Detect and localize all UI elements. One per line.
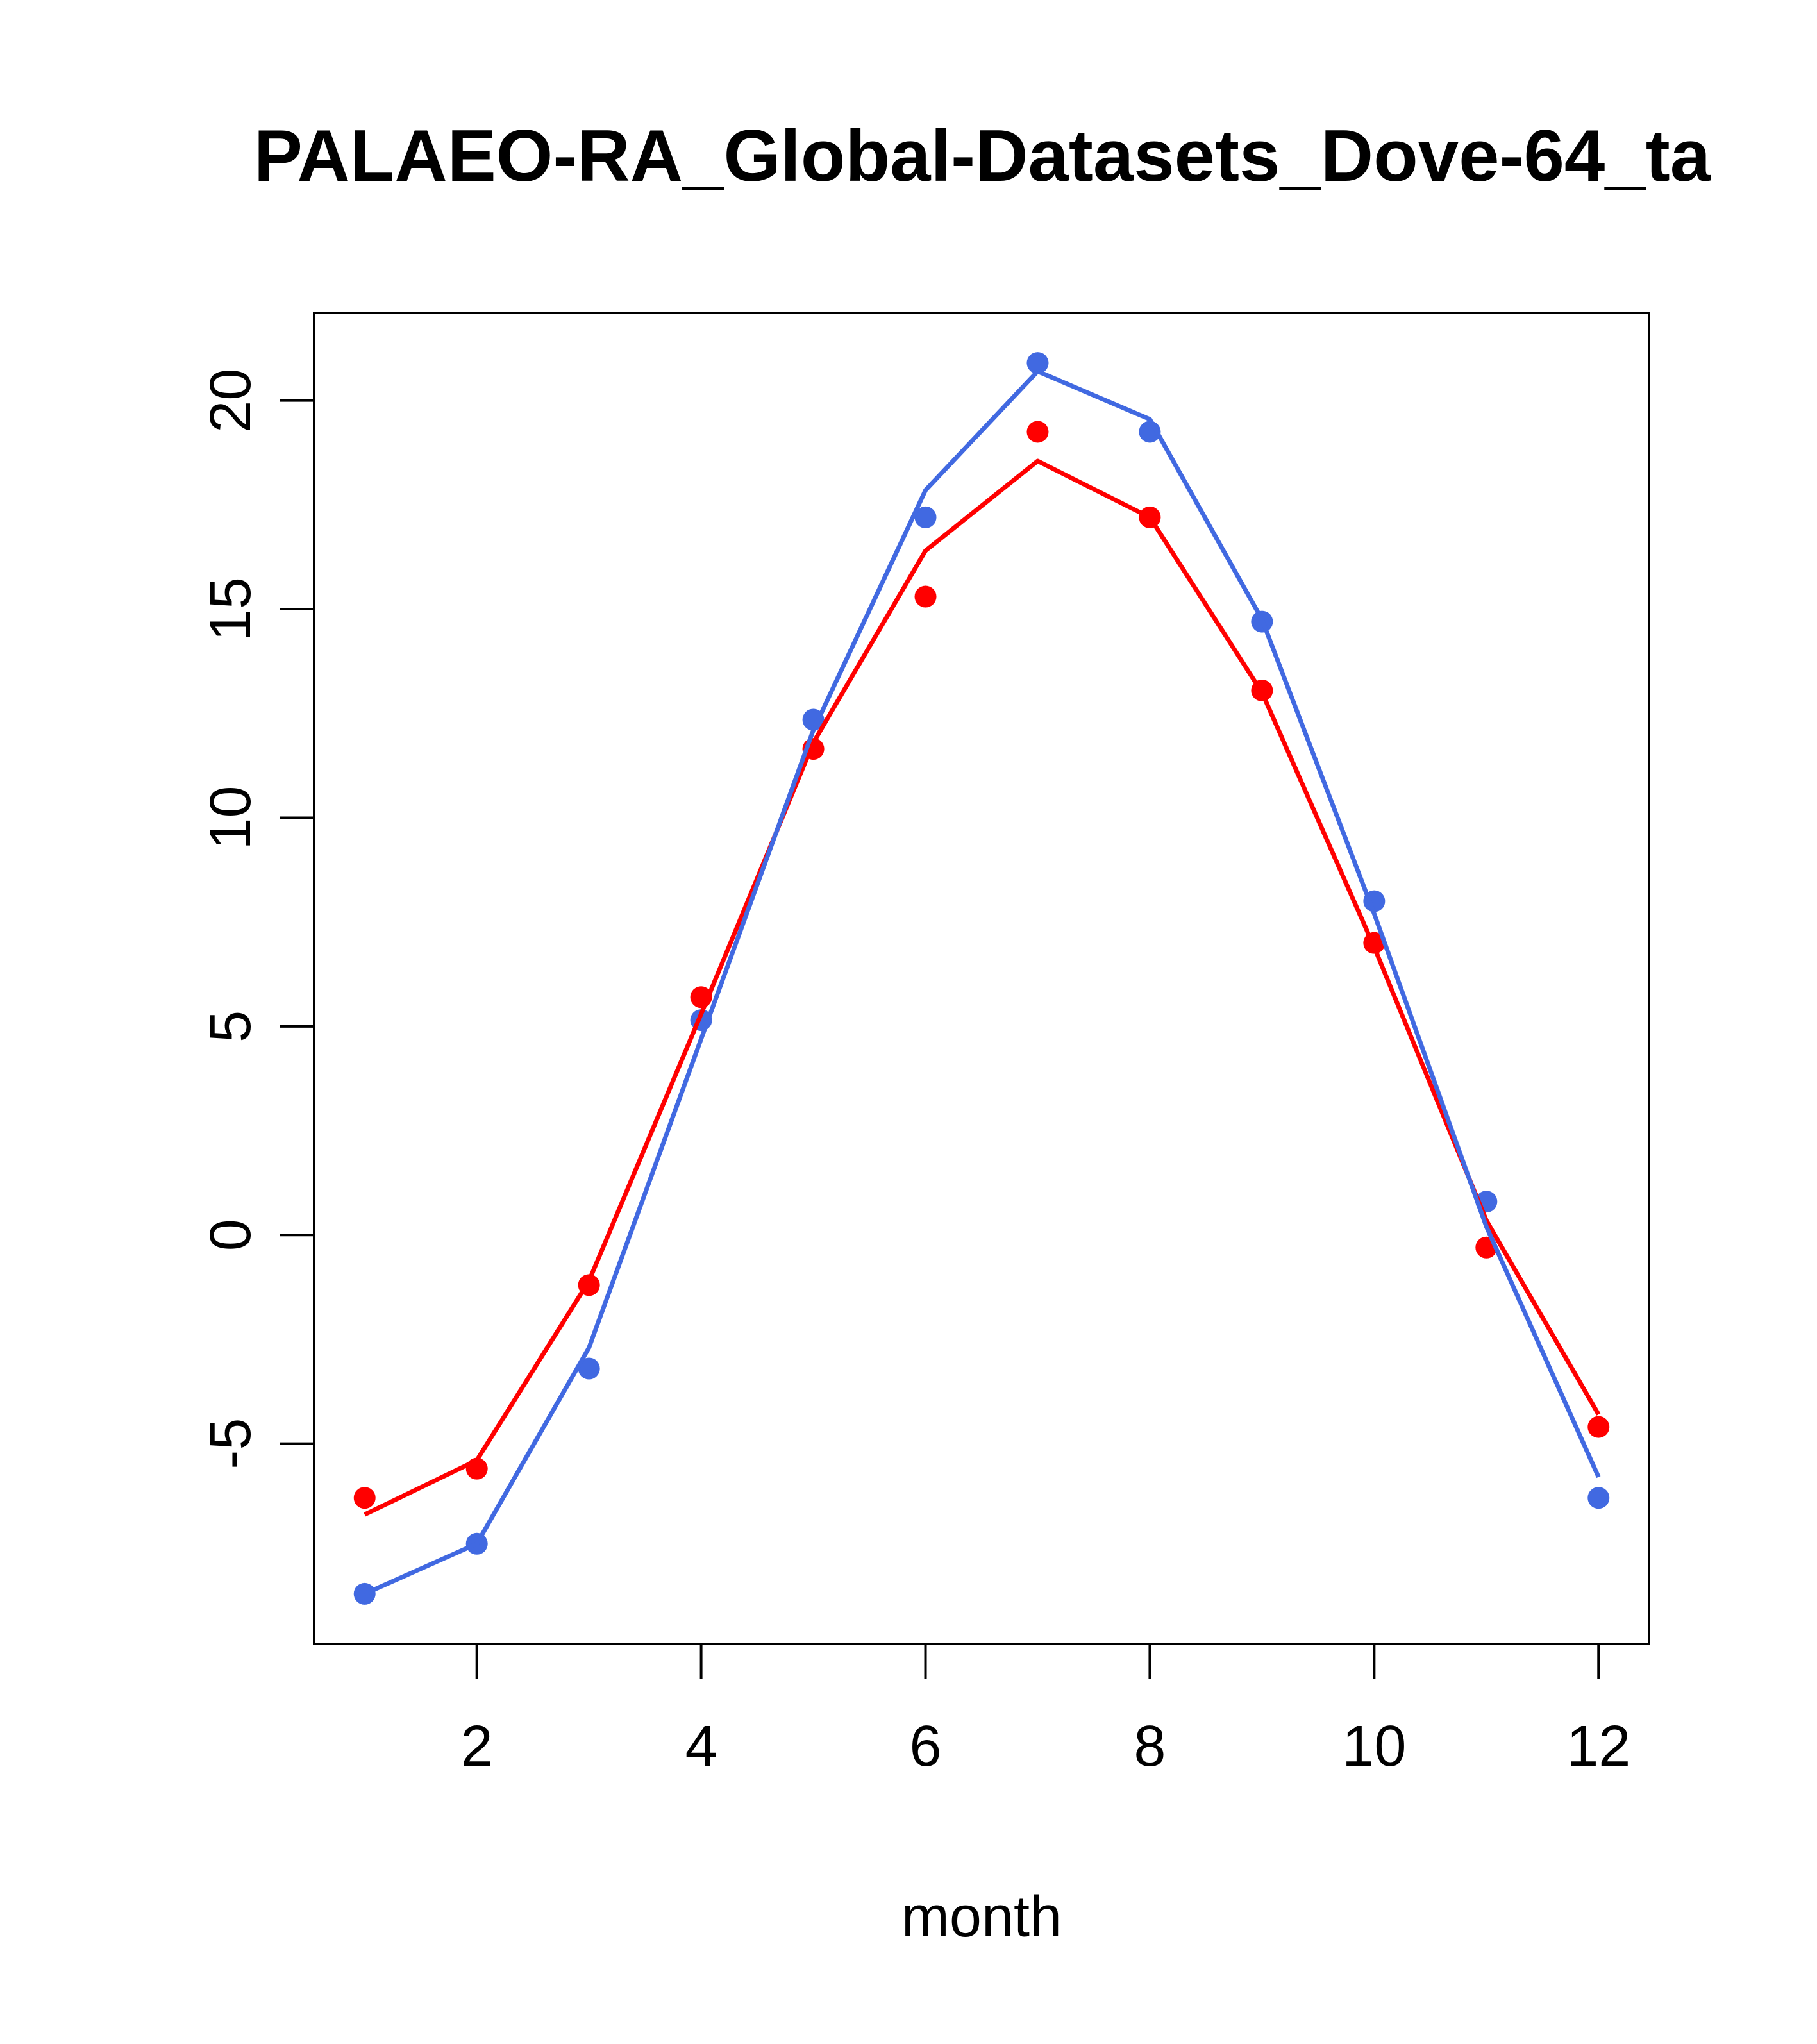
series-1 — [353, 421, 1610, 1509]
series-1-line — [364, 458, 1601, 1517]
series-2 — [353, 352, 1610, 1605]
data-point — [1587, 1416, 1610, 1438]
x-axis-label: month — [901, 1885, 1062, 1949]
chart-title: PALAEO-RA_Global-Datasets_Dove-64_ta — [254, 115, 1712, 197]
x-tick-label: 6 — [909, 1714, 941, 1779]
plot-frame — [313, 312, 1650, 1645]
y-tick-label: 5 — [199, 1010, 263, 1043]
y-tick-label: 15 — [199, 577, 263, 641]
y-axis: -5 0 5 10 15 20 — [199, 369, 315, 1470]
data-point — [1026, 352, 1049, 374]
data-point — [353, 1487, 376, 1509]
x-tick-label: 10 — [1342, 1714, 1406, 1779]
x-tick-label: 4 — [685, 1714, 717, 1779]
y-tick-label: 0 — [199, 1219, 263, 1251]
x-tick-label: 2 — [461, 1714, 493, 1779]
y-tick-label: 20 — [199, 369, 263, 433]
series-layer — [353, 352, 1610, 1605]
data-point — [914, 585, 937, 608]
data-point — [578, 1357, 600, 1380]
y-tick-label: -5 — [199, 1418, 263, 1470]
x-tick-label: 12 — [1566, 1714, 1630, 1779]
data-point — [1026, 421, 1049, 443]
series-2-line — [364, 369, 1601, 1596]
data-point — [1587, 1487, 1610, 1509]
y-tick-label: 10 — [199, 785, 263, 850]
data-point — [914, 506, 937, 528]
x-axis: 2 4 6 8 10 12 — [461, 1643, 1630, 1779]
x-tick-label: 8 — [1134, 1714, 1166, 1779]
